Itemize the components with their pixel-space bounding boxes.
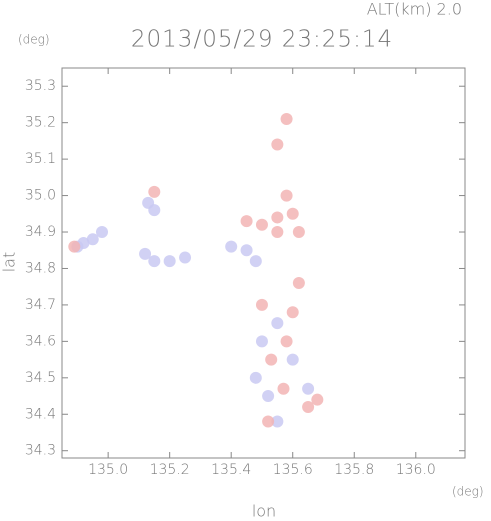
echo-point [86,233,99,246]
echo-point [271,226,284,239]
y-axis-label: lat [0,252,19,273]
y-tick-label: 34.3 [25,443,56,459]
y-tick-label: 34.8 [25,260,56,276]
echo-point [68,240,81,253]
plot-frame [61,67,466,459]
y-tick-label: 34.5 [25,370,56,386]
y-tick-label: 34.9 [25,224,56,240]
echo-point [271,317,284,330]
x-tick-label: 135.6 [273,462,313,478]
y-unit: (deg) [18,33,50,47]
echo-point [255,335,268,348]
echo-point [280,335,293,348]
y-tick-label: 34.6 [25,333,56,349]
echo-point [148,204,161,217]
y-tick-label: 35.2 [25,115,56,131]
y-tick-label: 34.7 [25,297,56,313]
echo-point [286,306,299,319]
echo-point [302,400,315,413]
echo-point [240,215,253,228]
echo-point [280,189,293,202]
x-tick-label: 135.4 [211,462,251,478]
echo-point [311,393,324,406]
echo-point [280,113,293,126]
y-tick-label: 35.1 [25,151,56,167]
x-tick-label: 135.2 [150,462,190,478]
echo-point [262,415,275,428]
echo-point [148,255,161,268]
chart-title: 2013/05/29 23:25:14 [131,27,393,53]
echo-point [163,255,176,268]
echo-point [179,251,192,264]
x-axis-label: lon [252,502,276,521]
y-tick-label: 34.4 [25,406,56,422]
echo-point [265,353,278,366]
echo-point [292,277,305,290]
echo-point [95,226,108,239]
echo-point [249,255,262,268]
echo-point [277,382,290,395]
y-tick-label: 35.3 [25,78,56,94]
echo-point [302,382,315,395]
echo-point [271,211,284,224]
echo-point [139,247,152,260]
x-tick-label: 135.0 [88,462,128,478]
x-tick-label: 136.0 [396,462,436,478]
echo-point [262,390,275,403]
x-tick-label: 135.8 [334,462,374,478]
echo-point [240,244,253,257]
echo-point [286,207,299,220]
echo-point [255,298,268,311]
echo-point [271,138,284,151]
x-unit: (deg) [452,485,484,499]
y-tick-label: 35.0 [25,188,56,204]
echo-point [286,353,299,366]
echo-point [249,371,262,384]
echo-point [148,185,161,198]
echo-point [292,226,305,239]
echo-point [225,240,238,253]
echo-point [255,218,268,231]
altitude-label: ALT(km) 2.0 [367,0,462,19]
echo-point [271,415,284,428]
